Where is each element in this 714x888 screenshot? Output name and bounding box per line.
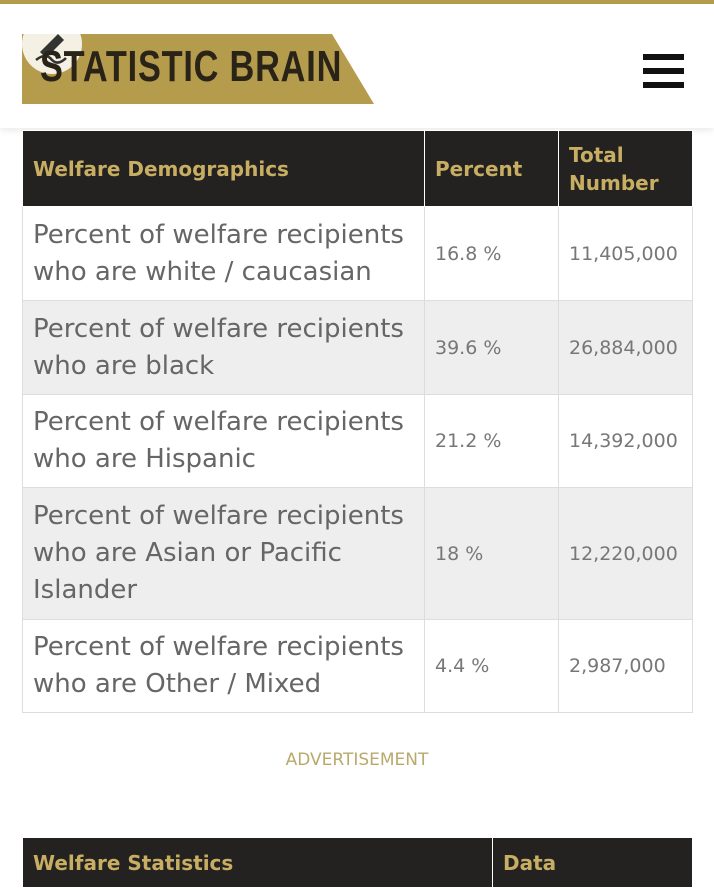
table-row: Percent of welfare recipients who are bl…: [22, 300, 693, 395]
column-header: Percent: [424, 130, 559, 207]
top-border: [0, 0, 714, 4]
row-label: Percent of welfare recipients who are Ot…: [22, 619, 425, 713]
column-header: Welfare Statistics: [22, 837, 493, 888]
menu-button[interactable]: [643, 54, 684, 96]
table-row: Percent of welfare recipients who are Ot…: [22, 619, 693, 713]
logo-banner[interactable]: [22, 30, 378, 110]
row-label: Percent of welfare recipients who are As…: [22, 487, 425, 620]
cell: 2,987,000: [558, 619, 693, 713]
cell: 12,220,000: [558, 487, 693, 620]
table-row: Percent of welfare recipients who are Hi…: [22, 394, 693, 488]
table-row: Percent of welfare recipients who are As…: [22, 487, 693, 620]
cell: 18 %: [424, 487, 559, 620]
row-label: Percent of welfare recipients who are wh…: [22, 206, 425, 301]
cell: 26,884,000: [558, 300, 693, 395]
statistics-table: Welfare Statistics Data: [22, 837, 693, 888]
row-label: Percent of welfare recipients who are Hi…: [22, 394, 425, 488]
advertisement-label: ADVERTISEMENT: [285, 750, 429, 770]
cell: 14,392,000: [558, 394, 693, 488]
cell: 4.4 %: [424, 619, 559, 713]
logo-text[interactable]: STATISTIC BRAIN: [40, 42, 343, 91]
column-header: Data: [492, 837, 693, 888]
cell: 39.6 %: [424, 300, 559, 395]
site-header: STATISTIC BRAIN: [0, 4, 714, 128]
table-row: Percent of welfare recipients who are wh…: [22, 206, 693, 301]
column-header: Total Number: [558, 130, 693, 207]
row-label: Percent of welfare recipients who are bl…: [22, 300, 425, 395]
column-header: Welfare Demographics: [22, 130, 425, 207]
cell: 16.8 %: [424, 206, 559, 301]
cell: 11,405,000: [558, 206, 693, 301]
demographics-table: Welfare Demographics Percent Total Number …: [22, 130, 693, 713]
cell: 21.2 %: [424, 394, 559, 488]
